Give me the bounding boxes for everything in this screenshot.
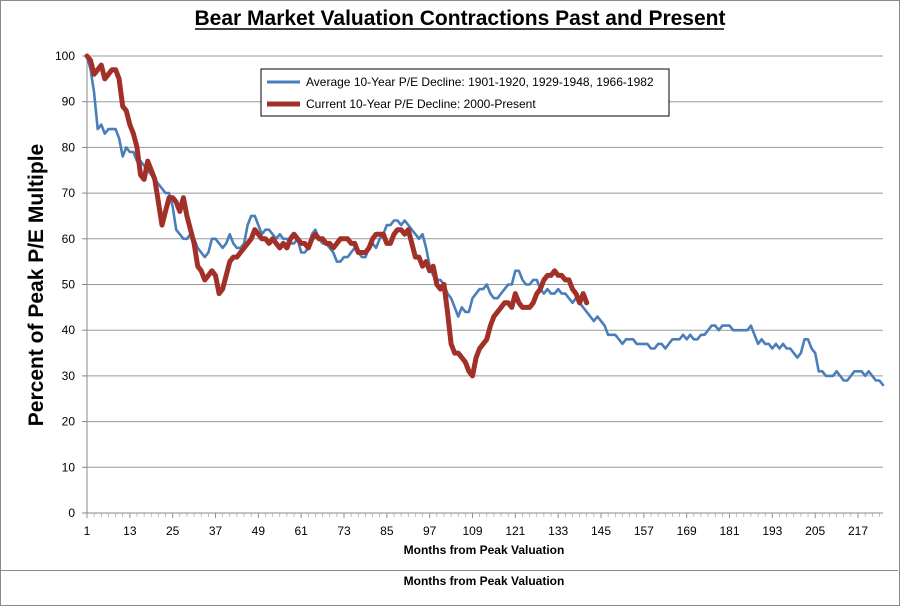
gridlines: [82, 55, 883, 514]
series-line-average: [85, 54, 885, 387]
x-tick-label: 205: [805, 524, 825, 538]
y-tick-label: 90: [62, 95, 76, 109]
y-tick-label: 70: [62, 186, 76, 200]
legend: Average 10-Year P/E Decline: 1901-1920, …: [260, 68, 670, 117]
x-tick-label: 169: [677, 524, 697, 538]
legend-box: [260, 68, 670, 117]
y-tick-label: 30: [62, 369, 76, 383]
x-tick-label: 193: [762, 524, 782, 538]
x-tick-label: 157: [634, 524, 654, 538]
x-tick-label: 1: [84, 524, 91, 538]
x-tick-label: 145: [591, 524, 611, 538]
legend-label-average: Average 10-Year P/E Decline: 1901-1920, …: [306, 75, 654, 89]
x-tick-label: 73: [337, 524, 351, 538]
footer-axis-label: Months from Peak Valuation: [403, 574, 565, 588]
series-lines: [84, 53, 885, 387]
footer-strip: [0, 570, 898, 605]
y-tick-label: 10: [62, 460, 76, 474]
x-tick-label: 61: [294, 524, 308, 538]
y-tick-label: 0: [68, 506, 75, 520]
y-tick-label: 60: [62, 232, 76, 246]
axes: [86, 56, 883, 518]
x-tick-label: 181: [719, 524, 739, 538]
y-tick-label: 40: [62, 323, 76, 337]
x-tick-label: 37: [209, 524, 223, 538]
series-line-current: [84, 53, 590, 379]
y-tick-label: 100: [55, 49, 75, 63]
y-axis-label: Percent of Peak P/E Multiple: [25, 144, 48, 426]
x-tick-label: 85: [380, 524, 394, 538]
x-tick-label: 97: [423, 524, 437, 538]
x-tick-label: 25: [166, 524, 180, 538]
x-tick-labels: 1 13 25 37 49 61 73 85 97 109 121 133 145 157 169 181 19…: [84, 524, 869, 538]
x-tick-label: 49: [252, 524, 266, 538]
line-chart: Bear Market Valuation Contractions Past …: [25, 7, 885, 557]
y-tick-label: 80: [62, 140, 76, 154]
x-tick-label: 13: [123, 524, 137, 538]
x-tick-label: 217: [848, 524, 868, 538]
y-tick-label: 20: [62, 415, 76, 429]
x-tick-label: 121: [505, 524, 525, 538]
x-axis-label: Months from Peak Valuation: [404, 543, 565, 557]
y-tick-label: 50: [62, 278, 76, 292]
x-tick-label: 109: [462, 524, 482, 538]
y-tick-labels: 0 10 20 30 40 50 60 70 80 90 100: [55, 49, 75, 520]
chart-title: Bear Market Valuation Contractions Past …: [195, 7, 726, 30]
legend-label-current: Current 10-Year P/E Decline: 2000-Presen…: [306, 97, 536, 111]
x-tick-label: 133: [548, 524, 568, 538]
